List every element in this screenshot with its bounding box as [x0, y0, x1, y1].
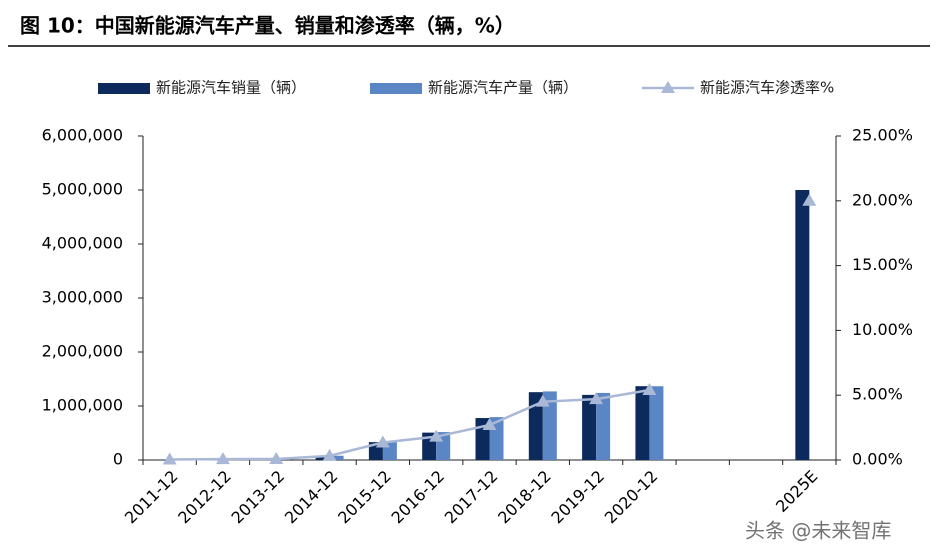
- legend-label: 新能源汽车产量（辆）: [428, 79, 578, 97]
- y-tick-label: 3,000,000: [42, 288, 123, 307]
- legend-swatch: [661, 81, 675, 93]
- y-tick-label: 0: [113, 450, 123, 469]
- watermark: 头条 @未来智库: [745, 519, 891, 543]
- legend-swatch: [98, 83, 150, 94]
- line-marker: [215, 452, 230, 465]
- legend-swatch: [370, 83, 422, 94]
- line-marker: [269, 451, 284, 464]
- line-marker: [162, 452, 177, 465]
- y2-tick-label: 20.00%: [852, 190, 913, 209]
- x-tick-label: 2016-12: [387, 467, 448, 528]
- line-marker: [322, 448, 337, 461]
- y-tick-label: 5,000,000: [42, 180, 123, 199]
- x-tick-label: 2014-12: [281, 467, 342, 528]
- bar: [276, 459, 291, 460]
- bar: [222, 459, 237, 460]
- x-tick-label: 2013-12: [228, 467, 289, 528]
- x-tick-label: 2011-12: [121, 467, 182, 528]
- x-tick-label: 2019-12: [547, 467, 608, 528]
- line-marker: [535, 394, 550, 407]
- y-tick-label: 1,000,000: [42, 396, 123, 415]
- bar: [329, 455, 344, 460]
- y-tick-label: 2,000,000: [42, 342, 123, 361]
- y2-tick-label: 10.00%: [852, 320, 913, 339]
- x-tick-label: 2015-12: [334, 467, 395, 528]
- y2-tick-label: 25.00%: [852, 126, 913, 145]
- line-marker: [589, 392, 604, 405]
- x-tick-label: 2018-12: [494, 467, 555, 528]
- x-tick-label: 2017-12: [441, 467, 502, 528]
- line-marker: [802, 193, 817, 206]
- bar: [528, 392, 543, 460]
- bar: [315, 455, 330, 460]
- bar: [582, 394, 597, 460]
- line-marker: [482, 418, 497, 431]
- bar: [635, 386, 650, 460]
- y2-tick-label: 0.00%: [852, 450, 903, 469]
- y2-tick-label: 5.00%: [852, 385, 903, 404]
- bar: [649, 386, 664, 460]
- x-tick-label: 2025E: [772, 467, 821, 516]
- bar: [542, 391, 557, 460]
- y2-tick-label: 15.00%: [852, 255, 913, 274]
- bar: [596, 392, 611, 460]
- line-marker: [429, 429, 444, 442]
- legend-label: 新能源汽车销量（辆）: [156, 79, 306, 97]
- x-tick-label: 2020-12: [601, 467, 662, 528]
- x-tick-label: 2012-12: [174, 467, 235, 528]
- line-marker: [375, 435, 390, 448]
- line-marker: [642, 383, 657, 396]
- chart-title: 图 10：中国新能源汽车产量、销量和渗透率（辆，%）: [20, 14, 515, 38]
- bar: [262, 459, 277, 460]
- bar: [795, 190, 810, 460]
- legend-label: 新能源汽车渗透率%: [700, 79, 834, 97]
- y-tick-label: 4,000,000: [42, 234, 123, 253]
- bar: [208, 459, 223, 460]
- y-tick-label: 6,000,000: [42, 126, 123, 145]
